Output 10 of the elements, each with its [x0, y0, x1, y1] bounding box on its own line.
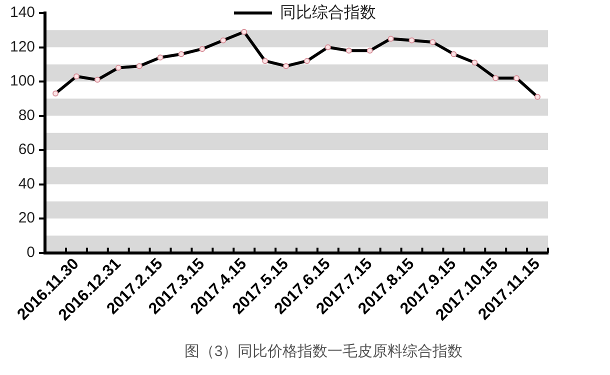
y-tick-label: 100	[10, 72, 36, 90]
legend-label: 同比综合指数	[280, 3, 376, 22]
y-tick-label: 40	[18, 175, 36, 192]
y-tick-label: 80	[18, 106, 36, 124]
y-tick-label: 0	[26, 244, 36, 261]
text: 图（3）同比价格指数一毛皮原料综合指数	[184, 343, 463, 360]
y-tick-label: 120	[10, 38, 36, 56]
y-tick-label: 60	[18, 141, 36, 158]
y-tick-label: 20	[18, 210, 36, 227]
y-tick-label: 140	[10, 4, 36, 22]
